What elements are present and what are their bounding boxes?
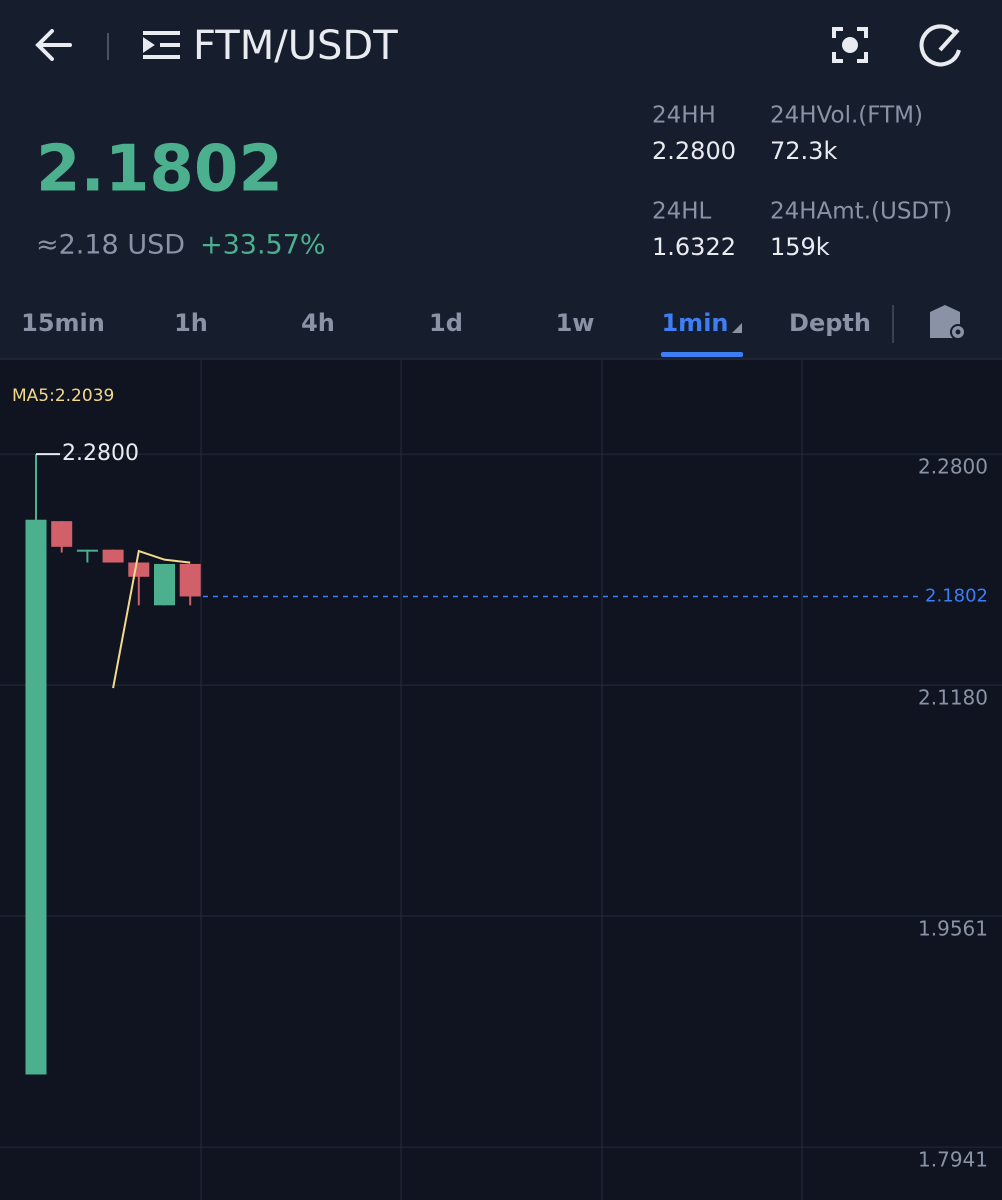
candle-body bbox=[154, 563, 175, 606]
timeframe-tab[interactable]: 1w bbox=[556, 309, 595, 337]
back-button[interactable] bbox=[35, 29, 72, 61]
chart-bg bbox=[0, 360, 1002, 1200]
menu-icon[interactable] bbox=[143, 31, 180, 59]
timeframe-tab[interactable]: 1d bbox=[429, 309, 463, 337]
timeframe-tab[interactable]: 1h bbox=[174, 309, 208, 337]
y-tick-label: 1.7941 bbox=[918, 1148, 988, 1172]
tab-dropdown bbox=[732, 323, 742, 333]
y-tick-label: 2.1180 bbox=[918, 686, 988, 710]
pair-title[interactable]: FTM/USDT bbox=[193, 23, 398, 69]
timeframe-tab[interactable]: 4h bbox=[301, 309, 335, 337]
stat-label: 24HVol.(FTM) bbox=[770, 103, 923, 129]
candle-body bbox=[179, 563, 201, 597]
chart-settings-icon[interactable] bbox=[930, 305, 966, 340]
ma5-line bbox=[112, 549, 191, 689]
last-price: 2.1802 bbox=[36, 133, 283, 207]
change-percent: +33.57% bbox=[200, 230, 326, 261]
stat-label: 24HAmt.(USDT) bbox=[770, 199, 952, 225]
candle-body bbox=[51, 521, 73, 547]
refresh-icon[interactable] bbox=[919, 24, 961, 67]
stat-label: 24HL bbox=[652, 199, 712, 225]
y-tick-label: 1.9561 bbox=[918, 917, 988, 941]
stat-label: 24HH bbox=[652, 103, 716, 129]
scan-icon[interactable] bbox=[832, 27, 868, 63]
usd-price: ≈2.18 USD bbox=[36, 230, 185, 261]
stat-value: 1.6322 bbox=[652, 233, 736, 261]
stat-value: 2.2800 bbox=[652, 137, 736, 165]
timeframe-tab[interactable]: 1min bbox=[661, 309, 728, 337]
last-price-label: 2.1802 bbox=[925, 585, 988, 606]
tab-underline bbox=[661, 352, 743, 357]
candle-body bbox=[102, 549, 124, 563]
timeframe-tab[interactable]: Depth bbox=[789, 309, 871, 337]
y-tick-label: 2.2800 bbox=[918, 455, 988, 479]
stat-value: 159k bbox=[770, 233, 830, 261]
high-marker-label: 2.2800 bbox=[62, 441, 139, 466]
candle-body bbox=[128, 562, 150, 577]
candle-body bbox=[25, 519, 47, 1075]
stat-value: 72.3k bbox=[770, 137, 837, 165]
candle-body bbox=[76, 549, 98, 552]
ma-legend: MA5:2.2039 bbox=[12, 386, 114, 406]
timeframe-tab[interactable]: 15min bbox=[21, 309, 105, 337]
